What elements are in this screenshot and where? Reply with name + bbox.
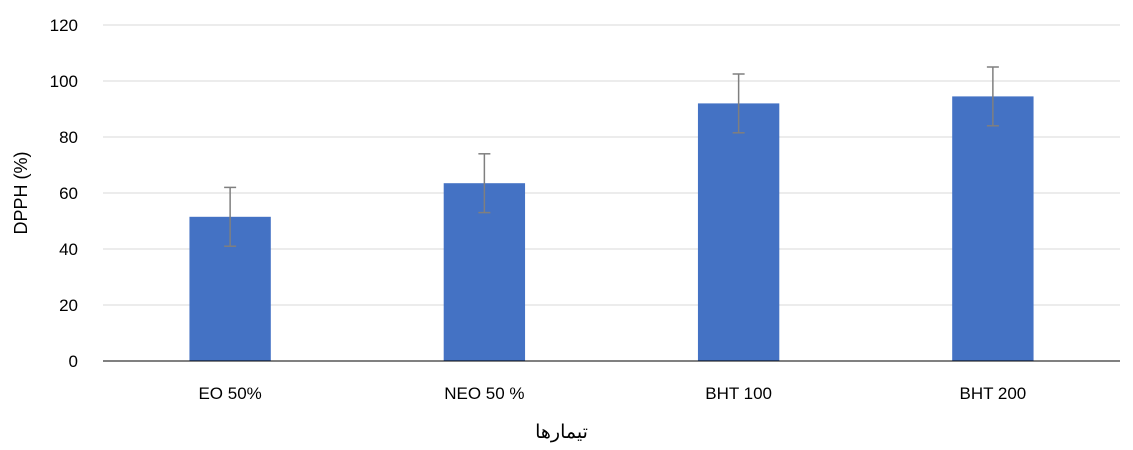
x-tick-label: NEO 50 % [444,384,524,403]
y-tick-label: 0 [69,352,78,371]
error-bar [224,186,237,247]
y-tick-label: 20 [59,296,78,315]
x-axis-label: تیمارها [535,422,588,443]
bar [697,103,780,362]
x-tick-label: BHT 100 [705,384,772,403]
y-tick-label: 40 [59,240,78,259]
y-tick-labels: 0 20 40 60 80 100 120 [50,16,78,371]
y-tick-label: 60 [59,184,78,203]
y-tick-label: 80 [59,128,78,147]
error-bar [732,73,745,134]
y-tick-label: 120 [50,16,78,35]
y-axis-label: DPPH (%) [11,151,31,234]
x-tick-label: EO 50% [198,384,261,403]
x-tick-label: BHT 200 [959,384,1026,403]
y-tick-label: 100 [50,72,78,91]
gridlines [103,24,1120,306]
error-bar [478,153,491,214]
bar [952,96,1034,362]
bars-group [189,96,1034,362]
error-bar [986,66,999,127]
error-bars-group [224,66,999,247]
x-tick-labels: EO 50% NEO 50 % BHT 100 BHT 200 [198,384,1026,403]
